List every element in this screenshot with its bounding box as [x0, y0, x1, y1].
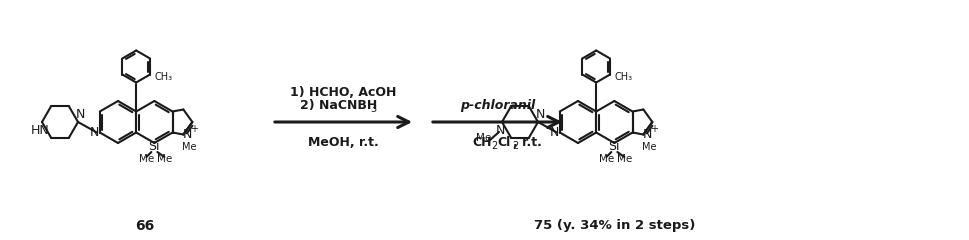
- Text: N: N: [90, 126, 100, 139]
- Text: , r.t.: , r.t.: [513, 136, 542, 149]
- Text: N: N: [535, 108, 545, 120]
- Text: +: +: [190, 125, 198, 134]
- Text: N: N: [549, 126, 559, 139]
- Text: CH₃: CH₃: [614, 72, 633, 83]
- Text: CH: CH: [472, 136, 491, 149]
- Text: +: +: [649, 125, 658, 134]
- Text: p-chloranil: p-chloranil: [459, 100, 535, 113]
- Text: N: N: [182, 128, 192, 141]
- Text: Me: Me: [157, 154, 172, 164]
- Text: N: N: [642, 128, 651, 141]
- Text: Me: Me: [616, 154, 632, 164]
- Text: Me: Me: [139, 154, 154, 164]
- Text: 2: 2: [491, 141, 497, 151]
- Text: MeOH, r.t.: MeOH, r.t.: [308, 136, 379, 149]
- Text: Si: Si: [148, 139, 160, 152]
- Text: N: N: [495, 124, 504, 137]
- Text: HN: HN: [31, 124, 49, 137]
- Text: Me: Me: [598, 154, 613, 164]
- Text: CH₃: CH₃: [155, 72, 172, 83]
- Text: 2) NaCNBH: 2) NaCNBH: [299, 100, 377, 113]
- Text: Me: Me: [641, 142, 656, 151]
- Text: Cl: Cl: [497, 136, 511, 149]
- Text: 66: 66: [135, 219, 154, 233]
- Text: 1) HCHO, AcOH: 1) HCHO, AcOH: [290, 85, 396, 98]
- Text: Si: Si: [608, 139, 619, 152]
- Text: 2: 2: [512, 141, 518, 151]
- Text: N: N: [76, 108, 84, 120]
- Text: Me: Me: [182, 142, 197, 151]
- Text: Me: Me: [476, 133, 491, 143]
- Text: 75 (y. 34% in 2 steps): 75 (y. 34% in 2 steps): [533, 220, 695, 233]
- Text: 3: 3: [370, 104, 376, 114]
